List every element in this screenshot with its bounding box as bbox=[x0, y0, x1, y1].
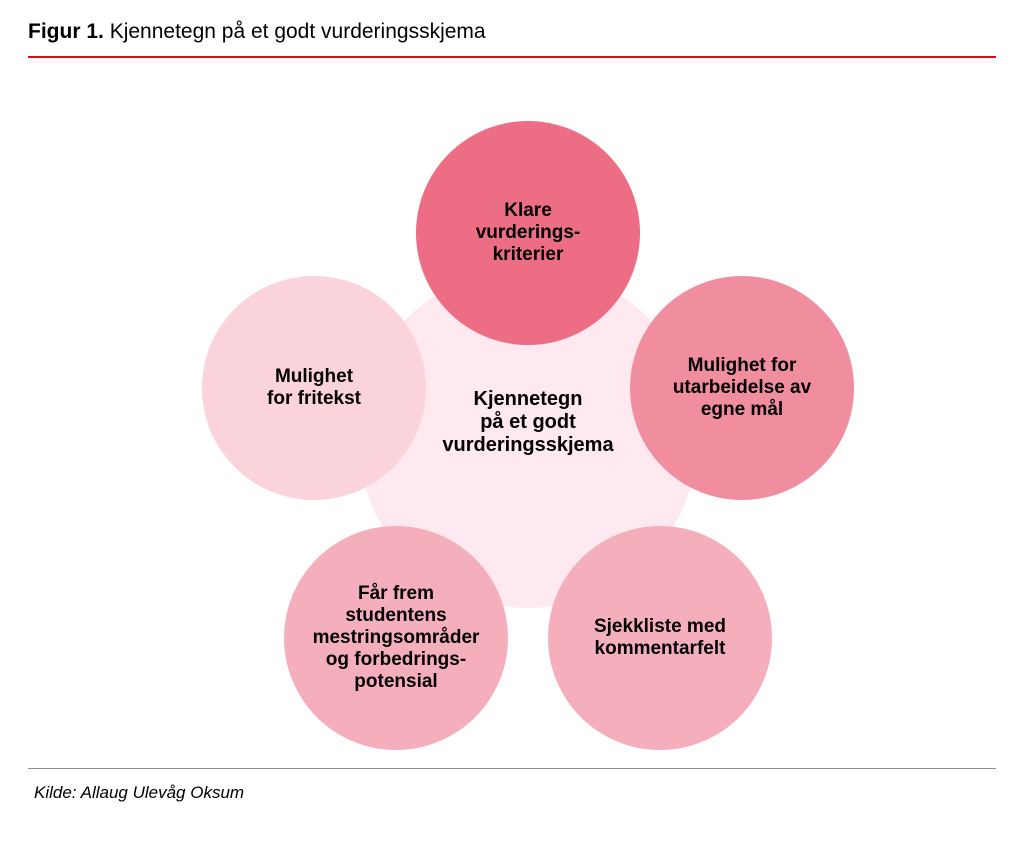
node-label-left: Mulighet for fritekst bbox=[267, 366, 361, 410]
source-line: Kilde: Allaug Ulevåg Oksum bbox=[28, 769, 996, 803]
center-label: Kjennetegn på et godt vurderingsskjema bbox=[398, 388, 658, 457]
title-text: Kjennetegn på et godt vurderingsskjema bbox=[110, 20, 486, 43]
diagram-area: Klare vurderings- kriterier Mulighet for … bbox=[28, 58, 996, 768]
node-label-right: Mulighet for utarbeidelse av egne mål bbox=[673, 355, 811, 421]
node-label-bottom-right: Sjekkliste med kommentarfelt bbox=[594, 616, 726, 660]
node-left: Mulighet for fritekst bbox=[202, 276, 426, 500]
node-right: Mulighet for utarbeidelse av egne mål bbox=[630, 276, 854, 500]
node-label-top: Klare vurderings- kriterier bbox=[476, 200, 581, 266]
node-bottom-left: Får frem studentens mestringsområder og … bbox=[284, 526, 508, 750]
figure-container: Figur 1. Kjennetegn på et godt vurdering… bbox=[0, 0, 1024, 803]
title-prefix: Figur 1. bbox=[28, 20, 104, 43]
node-bottom-right: Sjekkliste med kommentarfelt bbox=[548, 526, 772, 750]
figure-title: Figur 1. Kjennetegn på et godt vurdering… bbox=[28, 20, 996, 56]
node-top: Klare vurderings- kriterier bbox=[416, 121, 640, 345]
node-label-bottom-left: Får frem studentens mestringsområder og … bbox=[313, 583, 480, 693]
